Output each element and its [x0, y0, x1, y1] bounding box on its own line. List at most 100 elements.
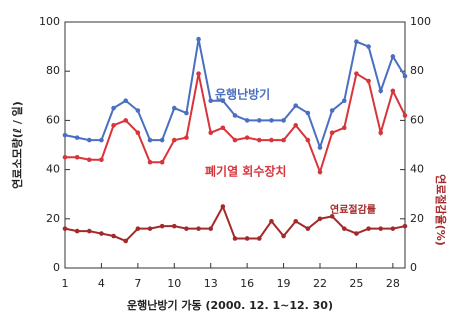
y2-tick-label: 80	[410, 64, 424, 77]
data-point	[220, 204, 226, 209]
data-point	[305, 137, 311, 143]
data-point	[171, 105, 177, 111]
data-point	[159, 137, 165, 143]
data-point	[329, 214, 335, 219]
data-point	[208, 98, 214, 104]
data-point	[171, 223, 177, 229]
data-point	[244, 135, 250, 140]
data-point	[317, 145, 323, 150]
y-tick-label: 80	[46, 64, 60, 77]
y2-axis-label: 연료절감율(%)	[434, 174, 448, 246]
x-tick-label: 25	[349, 277, 363, 290]
x-tick-label: 16	[240, 277, 254, 290]
data-point	[208, 226, 214, 231]
data-point	[232, 236, 238, 241]
data-point	[159, 159, 165, 165]
x-tick-label: 13	[204, 277, 218, 290]
data-point	[208, 130, 214, 135]
data-point	[269, 137, 274, 143]
data-point	[305, 110, 311, 116]
data-point	[147, 226, 153, 231]
data-point	[99, 157, 104, 163]
data-point	[196, 71, 201, 76]
data-point	[220, 98, 226, 104]
data-point	[402, 113, 408, 118]
data-point	[86, 137, 92, 143]
data-point	[317, 216, 323, 222]
data-point	[366, 78, 371, 84]
data-point	[159, 223, 165, 229]
data-point	[281, 233, 286, 239]
data-point	[256, 137, 262, 143]
x-tick-label: 10	[167, 277, 181, 290]
y2-tick-label: 100	[410, 15, 431, 28]
data-point	[184, 110, 189, 116]
y-tick-label: 40	[46, 163, 60, 176]
data-point	[329, 108, 335, 113]
x-tick-label: 7	[134, 277, 141, 290]
series-label: 폐기열 회수장치	[205, 164, 286, 179]
x-tick-label: 28	[386, 277, 400, 290]
data-point	[86, 157, 92, 163]
data-point	[62, 226, 68, 231]
data-point	[135, 226, 141, 231]
data-point	[196, 36, 201, 42]
data-point	[390, 88, 396, 94]
data-point	[390, 54, 396, 59]
y2-tick-label: 40	[410, 163, 424, 176]
data-point	[293, 123, 299, 128]
data-point	[305, 226, 311, 231]
data-point	[244, 236, 250, 241]
data-point	[74, 135, 80, 140]
data-point	[402, 223, 408, 229]
data-point	[402, 73, 408, 79]
data-point	[62, 132, 68, 138]
y-axis-label: 연료소모량(ℓ / 일)	[10, 101, 24, 189]
data-point	[317, 169, 323, 175]
data-point	[74, 228, 80, 234]
data-point	[341, 125, 347, 131]
data-point	[135, 130, 141, 135]
data-point	[147, 159, 153, 165]
plot-frame	[64, 21, 406, 269]
data-point	[135, 108, 141, 113]
x-axis-label: 운행난방기 가동 (2000. 12. 1~12. 30)	[127, 298, 333, 312]
y-tick-label: 0	[53, 261, 60, 274]
data-point	[256, 118, 262, 123]
series-label: 운행난방기	[215, 87, 270, 102]
data-point	[232, 137, 238, 143]
data-point	[184, 226, 189, 231]
y-tick-label: 100	[39, 15, 60, 28]
y-tick-label: 20	[46, 212, 60, 225]
data-point	[293, 103, 299, 108]
data-point	[62, 155, 68, 160]
data-point	[232, 113, 238, 118]
series-label: 연료절감률	[330, 203, 376, 216]
data-point	[111, 123, 116, 128]
data-point	[111, 105, 116, 111]
data-point	[354, 71, 359, 76]
x-tick-label: 1	[62, 277, 69, 290]
data-point	[341, 226, 347, 231]
data-point	[390, 226, 396, 231]
x-tick-label: 22	[313, 277, 327, 290]
data-point	[341, 98, 347, 104]
data-point	[147, 137, 153, 143]
data-point	[366, 226, 371, 231]
data-point	[293, 218, 299, 224]
data-point	[123, 98, 129, 104]
data-point	[269, 118, 274, 123]
data-point	[99, 137, 104, 143]
data-point	[196, 226, 201, 231]
data-point	[171, 137, 177, 143]
data-point	[269, 218, 274, 224]
data-point	[86, 228, 92, 234]
y-tick-label: 60	[46, 113, 60, 126]
data-point	[378, 130, 384, 135]
data-point	[354, 231, 359, 236]
data-point	[366, 44, 371, 49]
data-point	[184, 135, 189, 140]
x-tick-label: 19	[277, 277, 291, 290]
